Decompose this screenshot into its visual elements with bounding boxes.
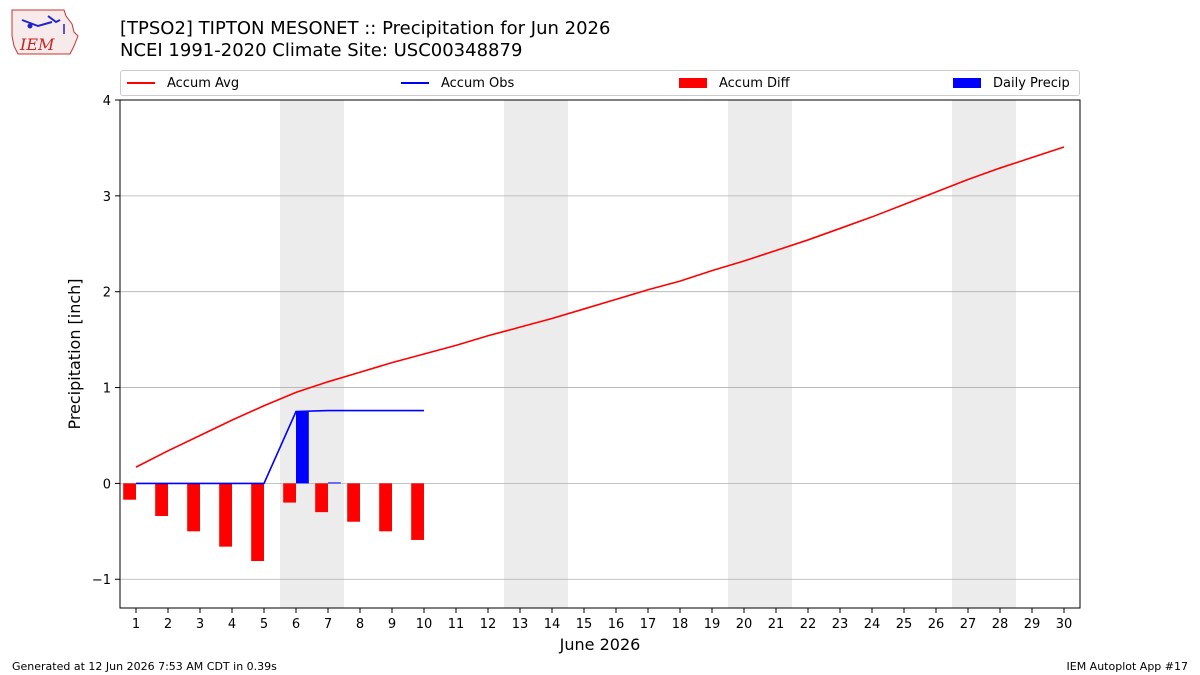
y-tick-label: 2 [103, 286, 111, 301]
chart-subtitle: NCEI 1991-2020 Climate Site: USC00348879 [120, 40, 523, 61]
x-tick-label: 30 [1056, 617, 1073, 632]
x-tick-label: 3 [196, 617, 204, 632]
accum-diff-bar [123, 483, 136, 500]
accum-diff-bar [283, 483, 296, 503]
x-tick-label: 21 [768, 617, 785, 632]
x-tick-label: 12 [480, 617, 497, 632]
accum-diff-bar [219, 483, 232, 547]
legend-label: Accum Diff [719, 75, 790, 91]
x-tick-label: 25 [896, 617, 913, 632]
footer-app: IEM Autoplot App #17 [1066, 660, 1189, 673]
legend-swatch [401, 82, 429, 84]
y-tick-label: 0 [103, 477, 111, 492]
x-tick-label: 26 [928, 617, 945, 632]
x-tick-label: 4 [228, 617, 236, 632]
x-tick-label: 13 [512, 617, 529, 632]
y-tick-label: 3 [103, 190, 111, 205]
plot-frame [119, 99, 1081, 609]
x-tick-label: 22 [800, 617, 817, 632]
accum-avg-line [135, 146, 1065, 468]
y-tick-label: 1 [103, 382, 111, 397]
daily-precip-bar [296, 411, 309, 484]
legend-swatch [127, 82, 155, 84]
x-tick-label: 2 [164, 617, 172, 632]
logo-text: IEM [19, 35, 55, 54]
accum-diff-bar [155, 483, 168, 516]
legend-item-accum-diff: Accum Diff [679, 71, 790, 95]
x-tick-label: 20 [736, 617, 753, 632]
x-tick-label: 17 [640, 617, 657, 632]
y-axis-label: Precipitation [inch] [65, 278, 84, 429]
x-tick-label: 28 [992, 617, 1009, 632]
weekend-shade [952, 100, 1016, 608]
x-axis-label: June 2026 [559, 635, 641, 654]
x-tick-label: 8 [356, 617, 364, 632]
x-tick-label: 6 [292, 617, 300, 632]
accum-diff-bar [315, 483, 328, 513]
x-tick-label: 1 [132, 617, 140, 632]
legend-item-accum-avg: Accum Avg [127, 71, 239, 95]
chart-title: [TPSO2] TIPTON MESONET :: Precipitation … [120, 18, 611, 39]
accum-diff-bar [347, 483, 360, 522]
y-tick-label: 4 [103, 94, 111, 109]
x-tick-label: 24 [864, 617, 881, 632]
accum-diff-bar [251, 483, 264, 562]
weekend-shade [504, 100, 568, 608]
y-tick-label: −1 [92, 573, 111, 588]
x-tick-label: 10 [416, 617, 433, 632]
legend-item-daily-precip: Daily Precip [953, 71, 1070, 95]
x-tick-label: 23 [832, 617, 849, 632]
weekend-shade [728, 100, 792, 608]
x-tick-label: 11 [448, 617, 465, 632]
x-tick-label: 7 [324, 617, 332, 632]
weekend-shade [280, 100, 344, 608]
accum-diff-bar [379, 483, 392, 532]
x-tick-label: 5 [260, 617, 268, 632]
x-tick-label: 19 [704, 617, 721, 632]
legend-swatch [953, 78, 981, 88]
x-tick-label: 9 [388, 617, 396, 632]
legend-label: Daily Precip [993, 75, 1070, 91]
legend-item-accum-obs: Accum Obs [401, 71, 514, 95]
legend-label: Accum Obs [441, 75, 515, 91]
x-tick-label: 16 [608, 617, 625, 632]
x-tick-label: 18 [672, 617, 689, 632]
x-tick-label: 15 [576, 617, 593, 632]
x-tick-label: 29 [1024, 617, 1041, 632]
accum-diff-bar [411, 483, 424, 540]
x-tick-label: 14 [544, 617, 561, 632]
daily-precip-bar [328, 482, 341, 484]
legend-swatch [679, 78, 707, 88]
accum-diff-bar [187, 483, 200, 532]
legend-label: Accum Avg [167, 75, 240, 91]
x-tick-label: 27 [960, 617, 977, 632]
accum-obs-line [136, 409, 424, 485]
chart-legend: Accum Avg Accum Obs Accum Diff Daily Pre… [120, 70, 1080, 96]
iem-logo: IEM [11, 9, 79, 55]
footer-generated: Generated at 12 Jun 2026 7:53 AM CDT in … [12, 660, 277, 673]
